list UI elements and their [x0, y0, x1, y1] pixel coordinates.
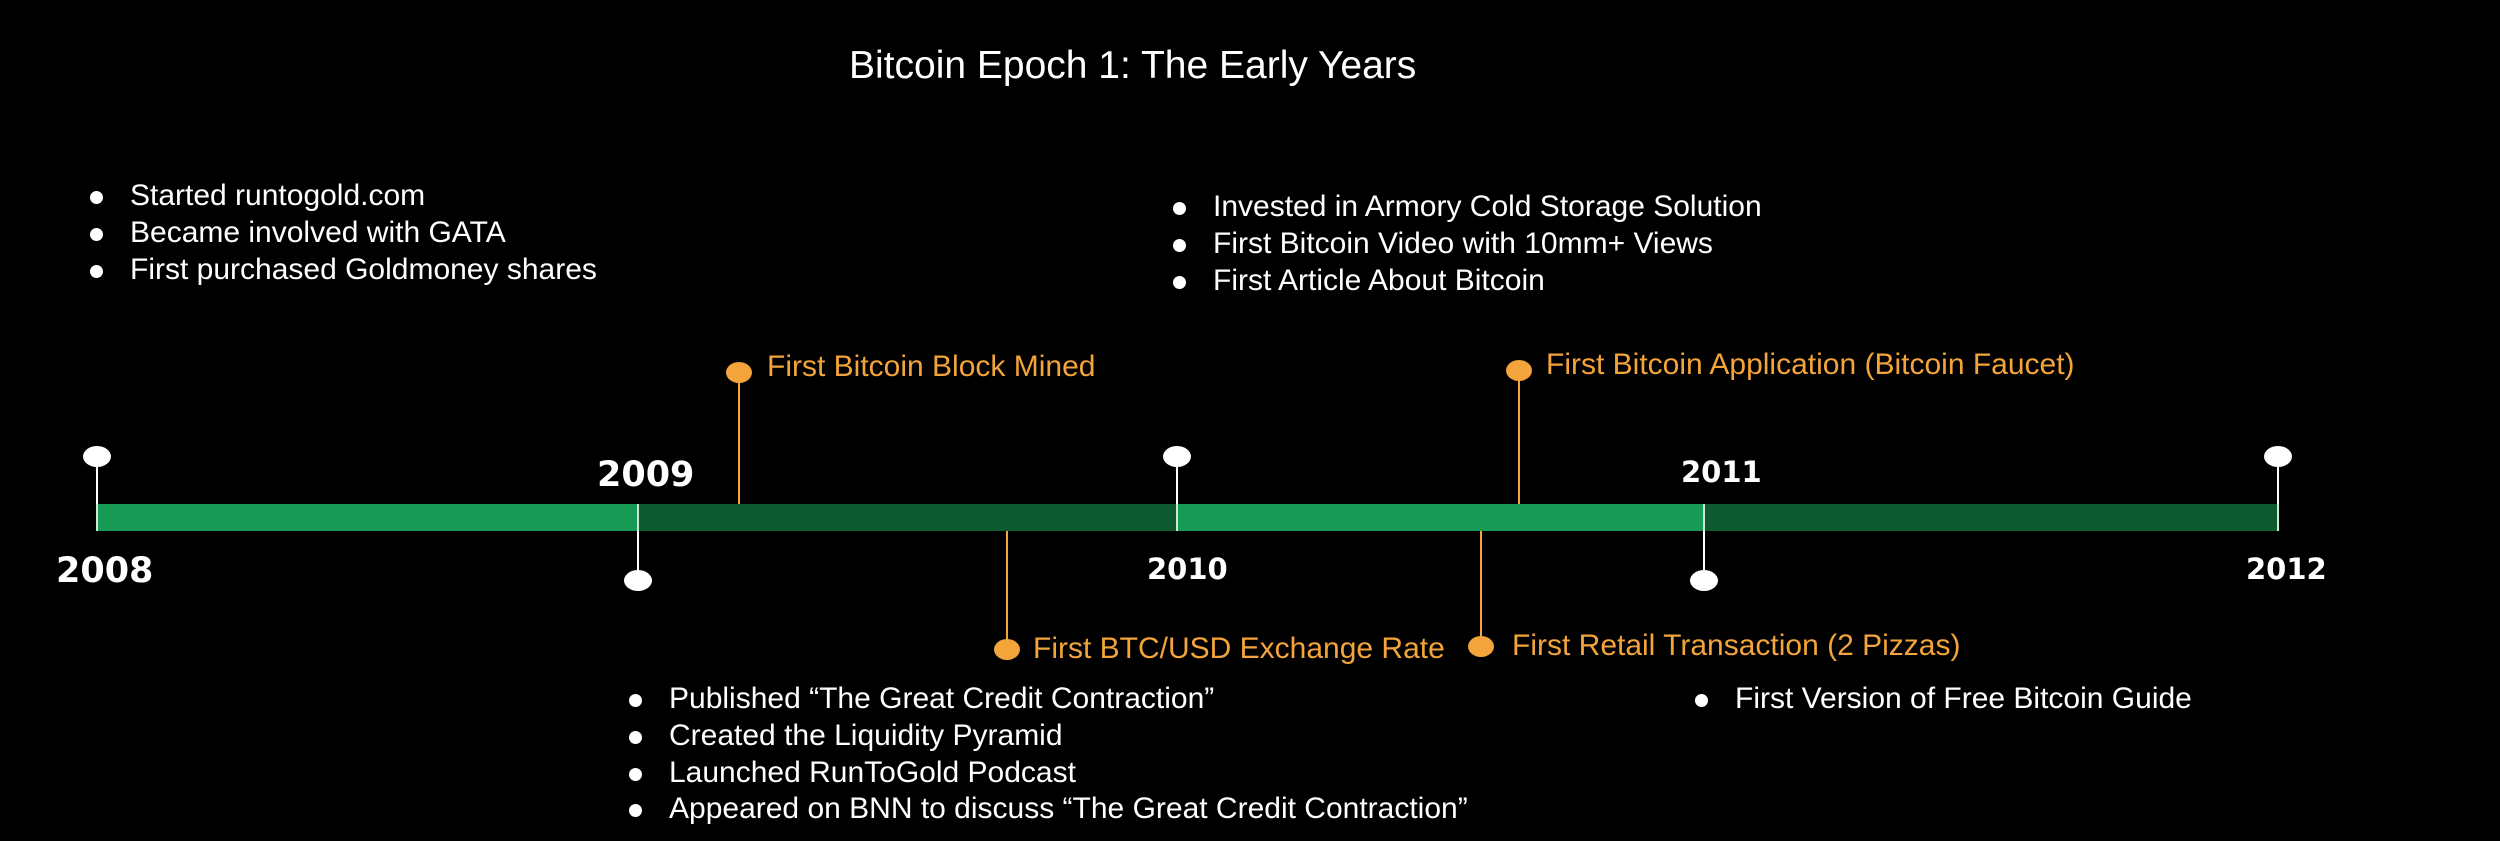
- year-pin-2010: [1163, 446, 1191, 467]
- timeline-segment-2011: [1704, 504, 2278, 531]
- event-label-faucet: First Bitcoin Application (Bitcoin Fauce…: [1546, 348, 2075, 381]
- list-item: Launched RunToGold Podcast: [629, 755, 1468, 792]
- year-label-2011: 2011: [1681, 455, 1762, 489]
- timeline-segment-2009: [638, 504, 1177, 531]
- list-item: First Bitcoin Video with 10mm+ Views: [1173, 226, 1762, 263]
- year-label-2008: 2008: [56, 551, 154, 591]
- event-dot-pizzas: [1468, 636, 1494, 657]
- list-item: Published “The Great Credit Contraction”: [629, 681, 1468, 718]
- list-item: First Version of Free Bitcoin Guide: [1695, 681, 2192, 718]
- timeline-divider: [2277, 504, 2279, 531]
- list-item: First Article About Bitcoin: [1173, 263, 1762, 300]
- year-stem-2009: [637, 531, 639, 574]
- year-pin-2012: [2264, 446, 2292, 467]
- notes-2008-list: Started runtogold.com Became involved wi…: [90, 178, 597, 288]
- notes-2011-list: First Version of Free Bitcoin Guide: [1695, 681, 2192, 718]
- list-item: Started runtogold.com: [90, 178, 597, 215]
- page-title: Bitcoin Epoch 1: The Early Years: [849, 44, 1417, 87]
- timeline-segment-2008: [97, 504, 638, 531]
- timeline-divider: [1176, 504, 1178, 531]
- event-stem-block-mined: [738, 380, 740, 504]
- year-label-2009: 2009: [597, 455, 695, 495]
- year-stem-2011: [1703, 531, 1705, 574]
- event-dot-faucet: [1506, 360, 1532, 381]
- year-stem-2010: [1176, 464, 1178, 504]
- year-label-2012: 2012: [2246, 552, 2327, 586]
- list-item: Invested in Armory Cold Storage Solution: [1173, 189, 1762, 226]
- timeline-divider: [637, 504, 639, 531]
- notes-2010-list: Invested in Armory Cold Storage Solution…: [1173, 189, 1762, 299]
- list-item: Created the Liquidity Pyramid: [629, 718, 1468, 755]
- year-stem-2008: [96, 464, 98, 504]
- list-item: Became involved with GATA: [90, 215, 597, 252]
- event-dot-exchange-rate: [994, 639, 1020, 660]
- event-label-exchange-rate: First BTC/USD Exchange Rate: [1033, 632, 1445, 665]
- list-item: First purchased Goldmoney shares: [90, 252, 597, 289]
- year-pin-2008: [83, 446, 111, 467]
- event-dot-block-mined: [726, 362, 752, 383]
- timeline-divider: [1703, 504, 1705, 531]
- year-label-2010: 2010: [1147, 552, 1228, 586]
- year-pin-2011: [1690, 570, 1718, 591]
- list-item: Appeared on BNN to discuss “The Great Cr…: [629, 791, 1468, 828]
- event-label-pizzas: First Retail Transaction (2 Pizzas): [1512, 629, 1961, 662]
- event-stem-exchange-rate: [1006, 531, 1008, 642]
- event-stem-faucet: [1518, 378, 1520, 504]
- year-stem-2012: [2277, 464, 2279, 504]
- timeline-segment-2010: [1177, 504, 1704, 531]
- timeline-divider: [96, 504, 98, 531]
- event-label-block-mined: First Bitcoin Block Mined: [767, 350, 1096, 383]
- notes-2009-list: Published “The Great Credit Contraction”…: [629, 681, 1468, 828]
- event-stem-pizzas: [1480, 531, 1482, 639]
- year-pin-2009: [624, 570, 652, 591]
